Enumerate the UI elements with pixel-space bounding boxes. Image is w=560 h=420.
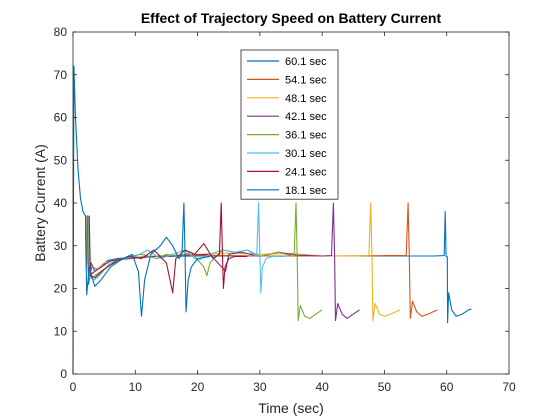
legend-entry: 42.1 sec (285, 111, 327, 123)
legend-entry: 54.1 sec (285, 74, 327, 86)
series-layer (72, 65, 472, 375)
y-axis-label: Battery Current (A) (32, 144, 48, 261)
legend-entry: 18.1 sec (285, 185, 327, 197)
legend-entry: 30.1 sec (285, 148, 327, 160)
y-tick-label: 10 (54, 324, 68, 338)
y-tick-label: 70 (54, 68, 68, 82)
x-tick-label: 50 (378, 380, 392, 394)
x-tick-label: 30 (253, 380, 267, 394)
y-axis: 0 10 20 30 40 50 60 70 80 (54, 25, 509, 381)
y-tick-label: 20 (54, 282, 68, 296)
y-tick-label: 80 (54, 25, 68, 39)
legend-entry: 60.1 sec (285, 56, 327, 68)
x-axis: 0 10 20 30 40 50 60 70 (70, 32, 516, 394)
legend-entry: 24.1 sec (285, 166, 327, 178)
x-tick-label: 10 (129, 380, 143, 394)
x-tick-label: 70 (502, 380, 516, 394)
chart-title: Effect of Trajectory Speed on Battery Cu… (141, 10, 442, 26)
x-tick-label: 20 (191, 380, 205, 394)
x-tick-label: 0 (70, 380, 77, 394)
y-tick-label: 50 (54, 153, 68, 167)
y-tick-label: 60 (54, 111, 68, 125)
legend: 60.1 sec 54.1 sec 48.1 sec 42.1 sec 36.1 sec… (240, 49, 339, 200)
y-tick-label: 30 (54, 239, 68, 253)
x-tick-label: 60 (440, 380, 454, 394)
series-line-2 (86, 202, 401, 322)
legend-entry: 36.1 sec (285, 130, 327, 142)
y-tick-label: 0 (60, 367, 67, 381)
legend-entry: 48.1 sec (285, 93, 327, 105)
legend-box (240, 49, 339, 200)
y-tick-label: 40 (54, 196, 68, 210)
x-tick-label: 40 (315, 380, 329, 394)
series-line-7 (84, 202, 211, 317)
x-axis-label: Time (sec) (258, 400, 324, 416)
